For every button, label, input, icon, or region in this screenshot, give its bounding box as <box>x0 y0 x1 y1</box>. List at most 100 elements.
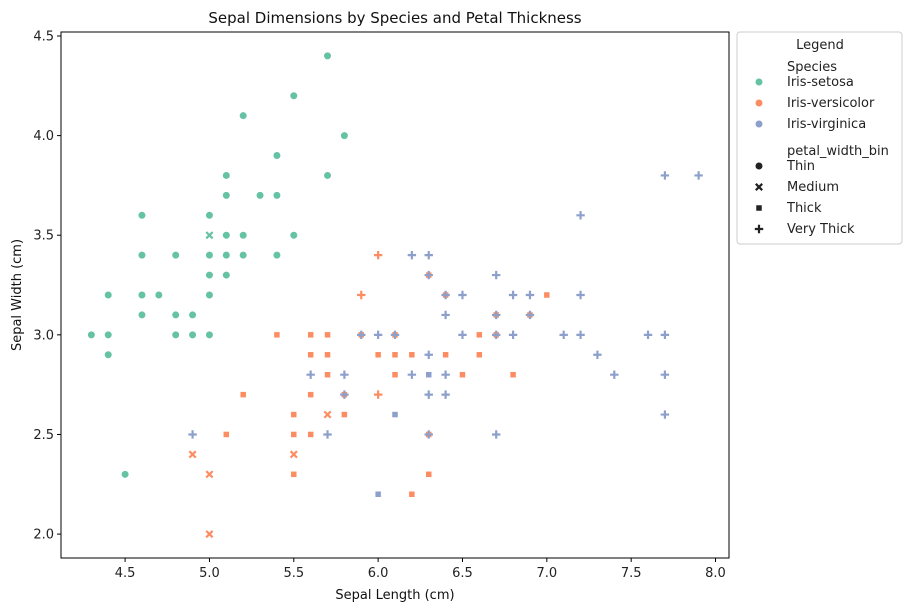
legend-title: Legend <box>796 38 844 53</box>
data-point <box>188 450 197 459</box>
data-point <box>205 211 214 220</box>
y-tick-label: 2.0 <box>33 528 54 543</box>
x-tick-label: 7.0 <box>536 566 557 581</box>
data-point <box>289 91 299 101</box>
data-point <box>137 211 147 220</box>
data-point <box>289 450 298 459</box>
data-point <box>576 290 585 300</box>
data-point <box>458 290 467 300</box>
data-point <box>458 330 467 340</box>
data-point <box>340 131 349 140</box>
data-point <box>205 330 214 340</box>
data-point <box>660 370 670 379</box>
data-point <box>307 351 314 359</box>
data-point <box>373 330 383 340</box>
x-tick-label: 5.0 <box>199 566 220 581</box>
legend-marker-swatch <box>755 183 763 191</box>
data-point <box>223 431 230 438</box>
data-point <box>492 330 501 340</box>
data-point <box>441 310 450 320</box>
legend-species-swatch <box>754 77 764 87</box>
legend-marker-entries: Thin Medium Thick Very Thick <box>754 159 855 237</box>
data-point <box>340 370 349 379</box>
data-point <box>103 350 113 360</box>
data-point <box>660 171 670 180</box>
data-point <box>238 111 248 120</box>
data-point <box>290 471 298 478</box>
chart-title: Sepal Dimensions by Species and Petal Th… <box>208 9 581 27</box>
data-point <box>289 230 299 240</box>
data-point <box>120 470 130 479</box>
data-point <box>222 191 231 200</box>
data-point <box>442 351 449 359</box>
data-point <box>272 250 282 260</box>
data-point <box>543 291 551 299</box>
x-tick-label: 5.5 <box>283 566 304 581</box>
data-point <box>306 370 315 379</box>
y-tick-label: 4.5 <box>33 29 54 44</box>
data-point <box>660 330 670 340</box>
data-point <box>424 390 433 399</box>
data-point <box>307 431 314 438</box>
data-point <box>290 431 298 438</box>
data-point <box>391 371 399 378</box>
data-point <box>593 350 602 359</box>
data-point <box>525 310 535 320</box>
legend-marker-label: Medium <box>787 180 839 195</box>
data-point <box>222 230 231 240</box>
data-point <box>205 290 214 300</box>
data-point <box>492 270 501 280</box>
data-point <box>374 351 382 359</box>
data-point <box>441 290 450 300</box>
legend-marker-swatch <box>754 224 764 234</box>
data-point <box>424 250 433 260</box>
data-point <box>222 171 231 180</box>
data-points <box>87 51 703 539</box>
data-point <box>171 250 181 260</box>
data-point <box>492 310 501 320</box>
data-point <box>307 391 314 398</box>
x-axis-label: Sepal Length (cm) <box>335 588 454 603</box>
data-point <box>441 370 450 379</box>
data-point <box>576 211 585 220</box>
data-point <box>324 331 331 339</box>
y-axis-ticks: 2.0 2.5 3.0 3.5 4.0 4.5 <box>33 29 61 543</box>
data-point <box>425 371 432 378</box>
data-point <box>307 331 314 339</box>
data-point <box>290 411 298 418</box>
data-point <box>137 290 147 300</box>
data-point <box>323 51 332 61</box>
data-point <box>476 351 483 359</box>
data-point <box>391 411 399 418</box>
data-point <box>188 310 197 320</box>
legend-marker-swatch <box>755 204 763 212</box>
data-point <box>323 430 332 439</box>
data-point <box>509 371 517 378</box>
y-tick-label: 4.0 <box>33 129 54 144</box>
legend-hue-title: Species <box>787 60 837 75</box>
data-point <box>239 391 247 398</box>
data-point <box>137 310 147 320</box>
legend-species-swatch <box>754 119 764 129</box>
data-point <box>508 330 518 340</box>
data-point <box>357 290 366 300</box>
data-point <box>610 370 619 379</box>
data-point <box>188 430 197 439</box>
data-point <box>407 370 417 379</box>
data-point <box>205 530 214 539</box>
data-point <box>171 330 181 340</box>
data-point <box>205 231 214 240</box>
data-point <box>374 490 382 498</box>
data-point <box>171 310 181 320</box>
data-point <box>660 410 670 419</box>
data-point <box>103 330 113 340</box>
data-point <box>424 350 433 359</box>
legend-species-label: Iris-virginica <box>787 117 866 132</box>
data-point <box>643 330 653 340</box>
data-point <box>476 331 483 339</box>
data-point <box>205 270 214 280</box>
data-point <box>441 390 450 399</box>
x-tick-label: 6.5 <box>452 566 473 581</box>
data-point <box>357 330 366 340</box>
